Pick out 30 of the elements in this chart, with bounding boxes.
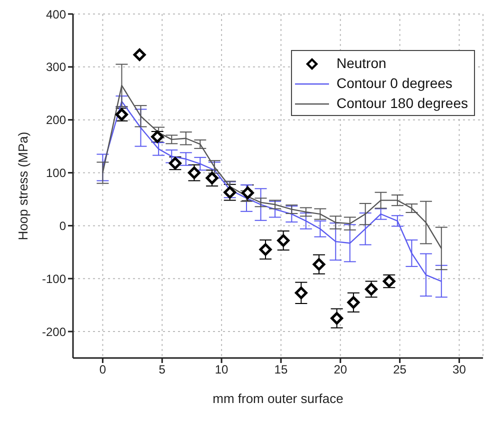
point: [241, 186, 254, 200]
point: [133, 48, 146, 61]
x-tick-label: 20: [334, 362, 348, 377]
point: [347, 296, 360, 309]
point: [259, 243, 272, 256]
y-tick-label: 100: [46, 166, 66, 180]
point: [312, 258, 326, 271]
y-axis-title: Hoop stress (MPa): [16, 132, 31, 240]
legend-label: Contour 0 degrees: [335, 74, 454, 93]
x-tick-label: 5: [158, 362, 166, 377]
y-tick-label: 0: [59, 218, 66, 233]
point: [188, 166, 200, 180]
point: [277, 234, 290, 247]
point: [330, 312, 344, 325]
y-tick-label: 200: [46, 113, 66, 128]
point: [294, 286, 308, 300]
point: [365, 282, 378, 296]
x-axis-title: mm from outer surface: [212, 391, 344, 406]
y-tick-label: -100: [42, 272, 66, 286]
y-tick-label: -200: [42, 324, 66, 339]
x-tick-label: 25: [393, 362, 407, 377]
x-tick-label: 10: [214, 362, 229, 377]
x-tick-label: 0: [99, 362, 106, 377]
point: [224, 186, 236, 199]
x-tick-label: 15: [274, 362, 288, 377]
y-tick-label: 400: [46, 7, 66, 22]
legend-label: Neutron: [335, 54, 388, 73]
y-tick-label: 300: [46, 60, 66, 74]
legend-label: Contour 180 degrees: [335, 94, 468, 113]
x-tick-label: 30: [452, 362, 466, 377]
